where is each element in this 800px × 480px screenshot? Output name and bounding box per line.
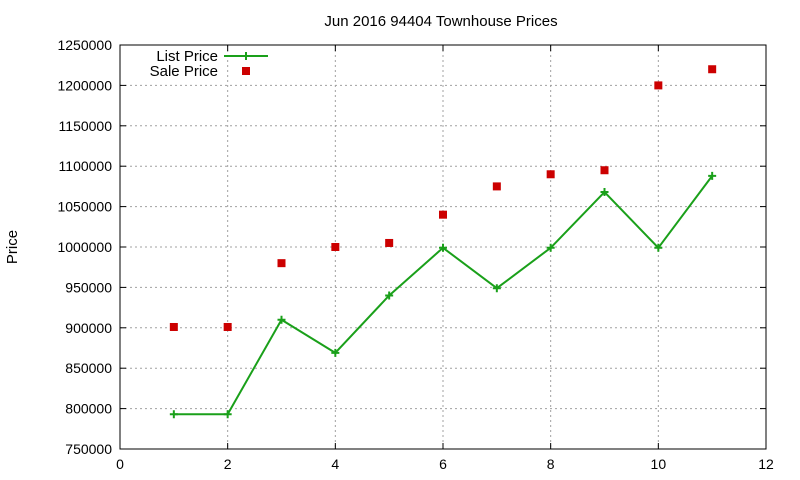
series-layer bbox=[169, 65, 717, 419]
data-point-list-price bbox=[546, 243, 555, 252]
data-point-list-price bbox=[385, 291, 394, 300]
data-point-list-price bbox=[277, 315, 286, 324]
x-tick-label: 8 bbox=[547, 456, 555, 472]
y-axis-label: Price bbox=[4, 230, 21, 264]
x-tick-label: 4 bbox=[331, 456, 339, 472]
x-tick-label: 10 bbox=[651, 456, 667, 472]
data-point-list-price bbox=[654, 243, 663, 252]
data-point-list-price bbox=[708, 171, 717, 180]
data-point-sale-price bbox=[654, 81, 663, 90]
chart-title: Jun 2016 94404 Townhouse Prices bbox=[324, 13, 557, 30]
data-point-sale-price bbox=[277, 259, 286, 268]
y-axis: 750000 800000 850000 900000 950000 1000000 105… bbox=[57, 37, 766, 457]
y-tick-label: 1000000 bbox=[57, 239, 112, 255]
data-point-sale-price bbox=[600, 166, 609, 175]
series-sale-price bbox=[169, 65, 717, 331]
data-point-list-price bbox=[169, 410, 178, 419]
y-tick-label: 950000 bbox=[65, 279, 112, 295]
y-tick-label: 1100000 bbox=[59, 158, 113, 174]
data-point-list-price bbox=[492, 284, 501, 293]
legend-marker-sale-price bbox=[242, 67, 250, 75]
data-point-list-price bbox=[600, 188, 609, 197]
y-tick-label: 1150000 bbox=[59, 118, 113, 134]
x-tick-label: 12 bbox=[758, 456, 774, 472]
data-point-list-price bbox=[439, 243, 447, 252]
y-tick-label: 1050000 bbox=[57, 199, 112, 215]
x-tick-label: 6 bbox=[439, 456, 447, 472]
data-point-sale-price bbox=[546, 170, 555, 179]
legend-marker-list-price bbox=[242, 52, 250, 60]
data-point-sale-price bbox=[223, 322, 232, 331]
data-point-sale-price bbox=[492, 182, 501, 191]
data-point-list-price bbox=[331, 348, 340, 357]
legend-label-list-price: List Price bbox=[156, 48, 218, 65]
data-point-sale-price bbox=[331, 243, 340, 251]
data-point-sale-price bbox=[708, 65, 717, 74]
x-axis: 0 2 4 6 8 10 12 bbox=[116, 45, 774, 472]
y-tick-label: 1200000 bbox=[57, 77, 112, 93]
data-point-sale-price bbox=[169, 322, 178, 331]
y-tick-label: 750000 bbox=[65, 441, 112, 457]
y-tick-label: 850000 bbox=[65, 360, 112, 376]
y-tick-label: 800000 bbox=[65, 401, 112, 417]
x-tick-label: 0 bbox=[116, 456, 124, 472]
legend-label-sale-price: Sale Price bbox=[150, 63, 218, 80]
series-list-price bbox=[169, 171, 717, 419]
data-point-sale-price bbox=[385, 238, 394, 247]
y-tick-label: 1250000 bbox=[57, 37, 112, 53]
legend: List Price Sale Price bbox=[150, 48, 268, 80]
data-point-list-price bbox=[223, 410, 232, 419]
data-point-sale-price bbox=[439, 210, 447, 219]
x-tick-label: 2 bbox=[224, 456, 232, 472]
y-tick-label: 900000 bbox=[65, 320, 112, 336]
